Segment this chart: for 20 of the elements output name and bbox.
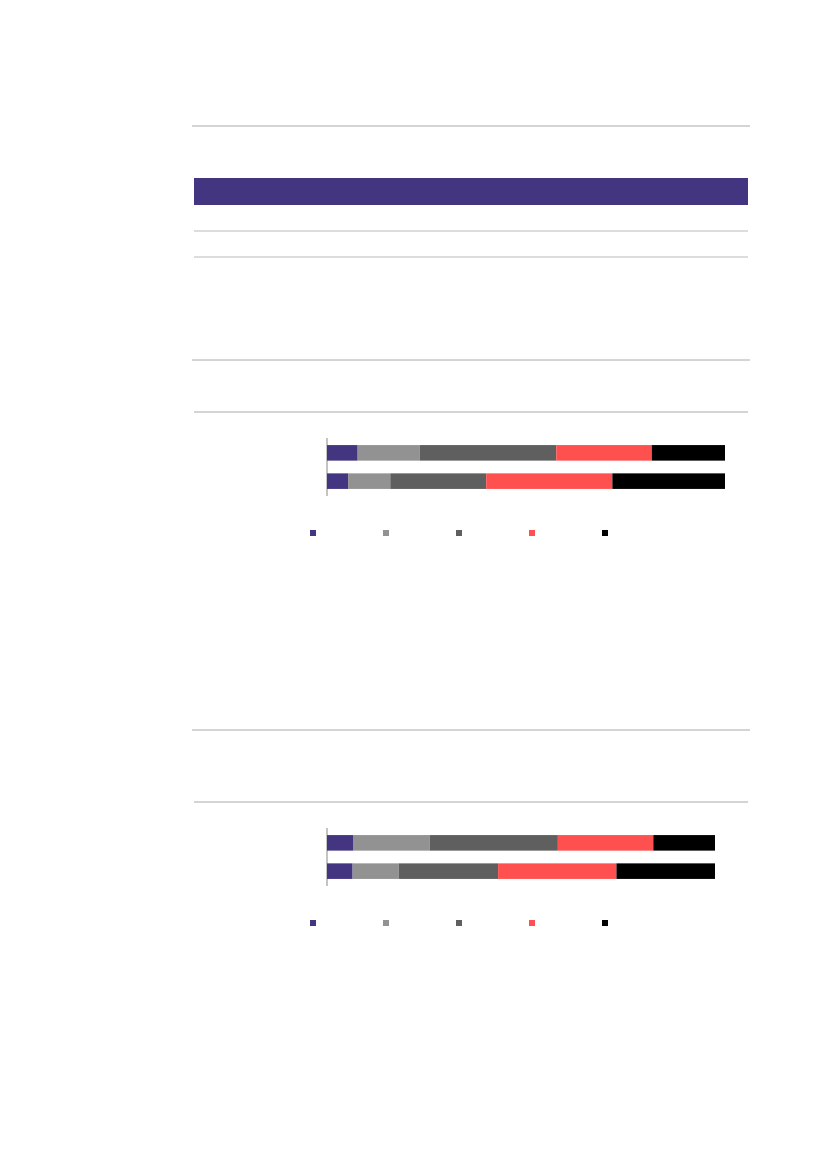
bar: [419, 445, 557, 461]
bar: [651, 445, 725, 461]
bar: [352, 863, 399, 879]
bar: [348, 473, 391, 489]
bar: [557, 835, 654, 851]
bar: [556, 445, 652, 461]
bar: [653, 835, 715, 851]
bar: [327, 863, 353, 879]
bar: [390, 473, 487, 489]
bar: [357, 445, 420, 461]
bar: [398, 863, 499, 879]
bar: [327, 445, 358, 461]
bar: [353, 835, 430, 851]
bar: [327, 473, 349, 489]
bar: [429, 835, 558, 851]
bar: [327, 835, 353, 851]
bar: [616, 863, 715, 879]
bar: [612, 473, 725, 489]
bar: [498, 863, 617, 879]
bar: [486, 473, 613, 489]
